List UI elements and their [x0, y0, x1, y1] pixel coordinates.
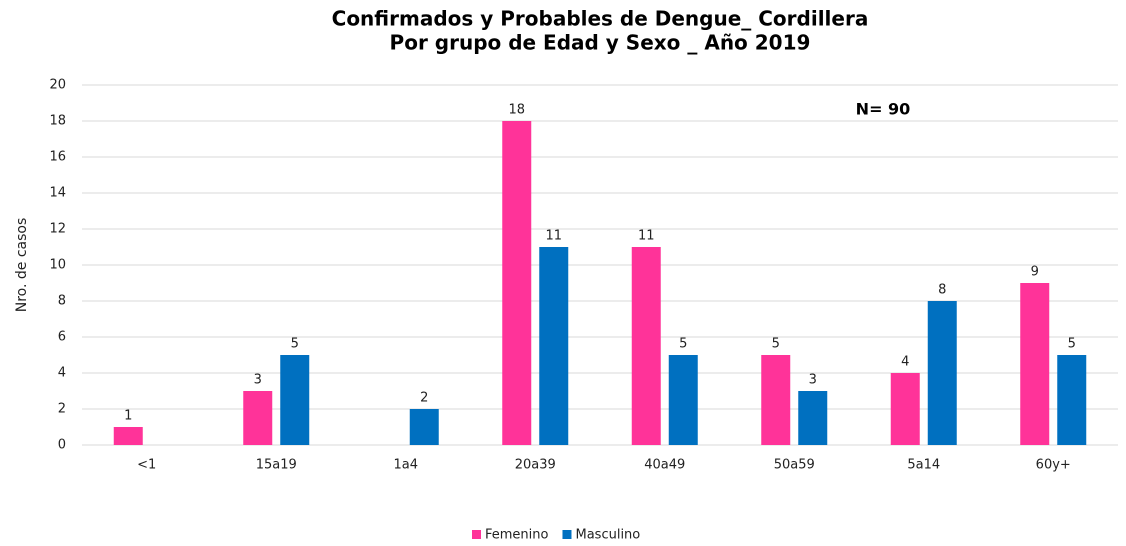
- data-label: 8: [938, 283, 946, 298]
- bar: [761, 355, 791, 445]
- data-label: 2: [420, 391, 428, 406]
- chart-title: Por grupo de Edad y Sexo _ Año 2019: [390, 31, 811, 55]
- y-tick-label: 14: [49, 186, 66, 201]
- bar: [631, 247, 661, 445]
- bar: [798, 391, 828, 445]
- bar: [890, 373, 920, 445]
- y-tick-label: 6: [58, 330, 66, 345]
- bar: [539, 247, 569, 445]
- x-tick-label: 50a59: [774, 458, 815, 473]
- y-tick-label: 12: [49, 222, 66, 237]
- legend-swatch: [472, 530, 481, 539]
- data-label: 3: [809, 373, 817, 388]
- y-tick-label: 2: [58, 402, 66, 417]
- y-tick-label: 10: [49, 258, 66, 273]
- x-tick-label: <1: [137, 458, 156, 473]
- bar: [1057, 355, 1087, 445]
- data-label: 11: [638, 229, 655, 244]
- data-label: 5: [1068, 337, 1076, 352]
- y-tick-label: 16: [49, 150, 66, 165]
- bar: [668, 355, 698, 445]
- bar: [243, 391, 273, 445]
- y-tick-label: 0: [58, 438, 66, 453]
- bar: [113, 427, 143, 445]
- legend-swatch: [562, 530, 572, 539]
- data-label: 5: [291, 337, 299, 352]
- bar: [280, 355, 310, 445]
- y-tick-label: 18: [49, 114, 66, 129]
- bar: [409, 409, 439, 445]
- data-label: 9: [1031, 265, 1039, 280]
- chart-title: Confirmados y Probables de Dengue_ Cordi…: [332, 7, 869, 31]
- data-label: 5: [772, 337, 780, 352]
- x-tick-label: 20a39: [515, 458, 556, 473]
- y-tick-label: 4: [58, 366, 66, 381]
- x-tick-label: 40a49: [644, 458, 685, 473]
- bar: [927, 301, 957, 445]
- data-label: 18: [508, 103, 525, 118]
- x-tick-label: 15a19: [256, 458, 297, 473]
- data-label: 5: [679, 337, 687, 352]
- bar: [502, 121, 532, 445]
- y-axis-label: Nro. de casos: [14, 218, 30, 313]
- x-tick-label: 60y+: [1036, 458, 1071, 473]
- x-tick-label: 1a4: [393, 458, 418, 473]
- data-label: 1: [124, 409, 132, 424]
- data-label: 3: [254, 373, 262, 388]
- legend-label: Masculino: [575, 528, 640, 543]
- annotation: N= 90: [856, 100, 911, 119]
- bar: [1020, 283, 1050, 445]
- data-label: 11: [545, 229, 562, 244]
- y-tick-label: 8: [58, 294, 66, 309]
- x-tick-label: 5a14: [907, 458, 940, 473]
- data-label: 4: [901, 355, 909, 370]
- y-tick-label: 20: [49, 78, 66, 93]
- legend-label: Femenino: [485, 528, 549, 543]
